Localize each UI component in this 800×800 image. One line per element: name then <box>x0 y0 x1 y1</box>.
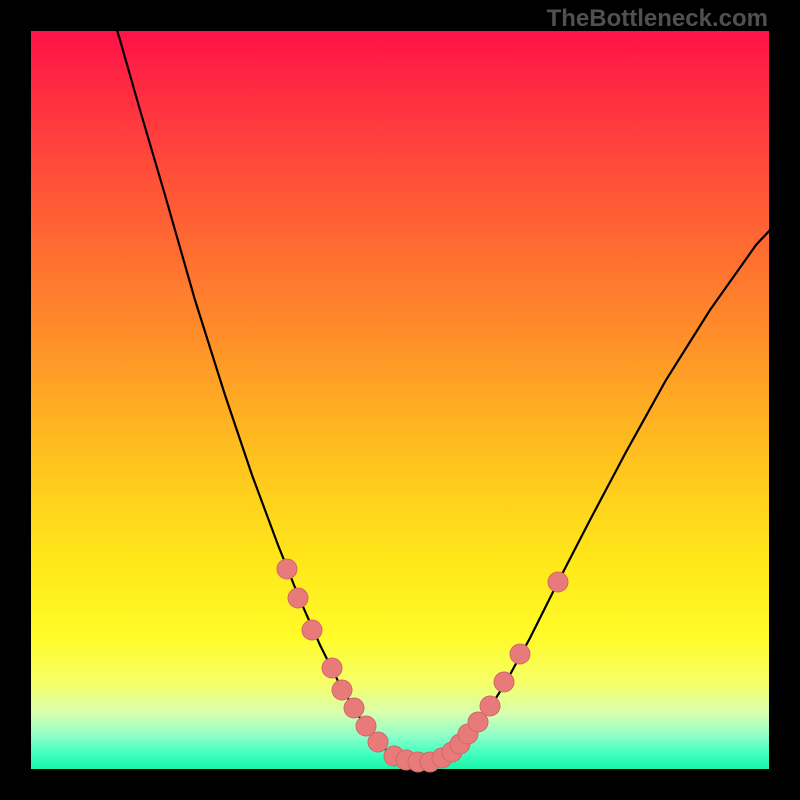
data-marker <box>548 572 568 592</box>
data-marker <box>277 559 297 579</box>
data-marker <box>480 696 500 716</box>
data-marker <box>494 672 514 692</box>
data-marker <box>302 620 322 640</box>
data-marker <box>344 698 364 718</box>
data-marker <box>288 588 308 608</box>
chart-overlay <box>0 0 800 800</box>
data-marker <box>368 732 388 752</box>
data-marker <box>322 658 342 678</box>
bottleneck-curve <box>108 0 800 763</box>
chart-stage: TheBottleneck.com <box>0 0 800 800</box>
watermark-text: TheBottleneck.com <box>547 5 768 33</box>
data-marker <box>332 680 352 700</box>
data-markers <box>277 559 568 772</box>
data-marker <box>510 644 530 664</box>
